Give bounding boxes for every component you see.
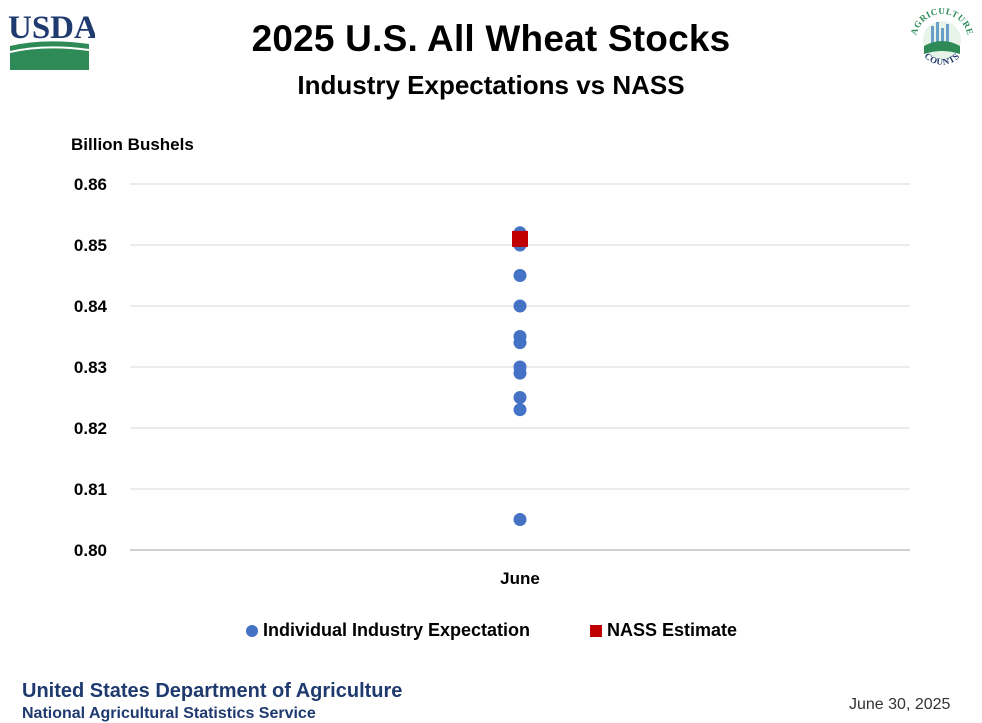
y-tick-label: 0.80 <box>74 541 107 560</box>
y-tick-label: 0.81 <box>74 480 107 499</box>
footer-date: June 30, 2025 <box>849 696 951 713</box>
industry-expectation-point <box>513 336 527 350</box>
industry-expectation-point <box>513 366 527 380</box>
y-tick-label: 0.84 <box>74 297 108 316</box>
legend-circle-marker <box>246 624 258 637</box>
y-tick-label: 0.86 <box>74 175 107 194</box>
legend-square-marker <box>590 624 602 637</box>
svg-text:COUNTS: COUNTS <box>923 51 962 67</box>
usda-logo-text: USDA <box>8 10 95 46</box>
scatter-chart: 0.80 0.81 0.82 0.83 0.84 0.85 0.86 June <box>74 175 910 588</box>
industry-expectation-point <box>513 299 527 313</box>
x-tick-label: June <box>500 569 540 588</box>
y-tick-label: 0.83 <box>74 358 107 377</box>
industry-expectation-point <box>513 513 527 526</box>
industry-expectation-point <box>513 391 527 404</box>
y-tick-label: 0.82 <box>74 419 107 438</box>
chart-subtitle: Industry Expectations vs NASS <box>297 70 685 100</box>
footer-agency: National Agricultural Statistics Service <box>22 705 316 722</box>
agriculture-counts-logo: AGRICULTURE COUNTS <box>909 6 975 67</box>
legend-item-expectation: Individual Industry Expectation <box>246 620 530 641</box>
chart-legend: Individual Industry Expectation NASS Est… <box>0 620 982 644</box>
nass-estimate-marker <box>512 230 528 247</box>
y-tick-label: 0.85 <box>74 236 107 255</box>
usda-logo: USDA <box>8 10 95 70</box>
legend-item-nass: NASS Estimate <box>590 620 737 641</box>
industry-expectation-point <box>513 403 527 417</box>
footer-organization: United States Department of Agriculture <box>22 680 403 702</box>
legend-label-expectation: Individual Industry Expectation <box>263 620 531 640</box>
ag-logo-text-bottom: COUNTS <box>923 51 961 67</box>
chart-title: 2025 U.S. All Wheat Stocks <box>251 18 731 59</box>
industry-expectation-point <box>513 269 527 282</box>
y-axis-unit-label: Billion Bushels <box>71 135 194 154</box>
legend-label-nass: NASS Estimate <box>607 620 738 640</box>
